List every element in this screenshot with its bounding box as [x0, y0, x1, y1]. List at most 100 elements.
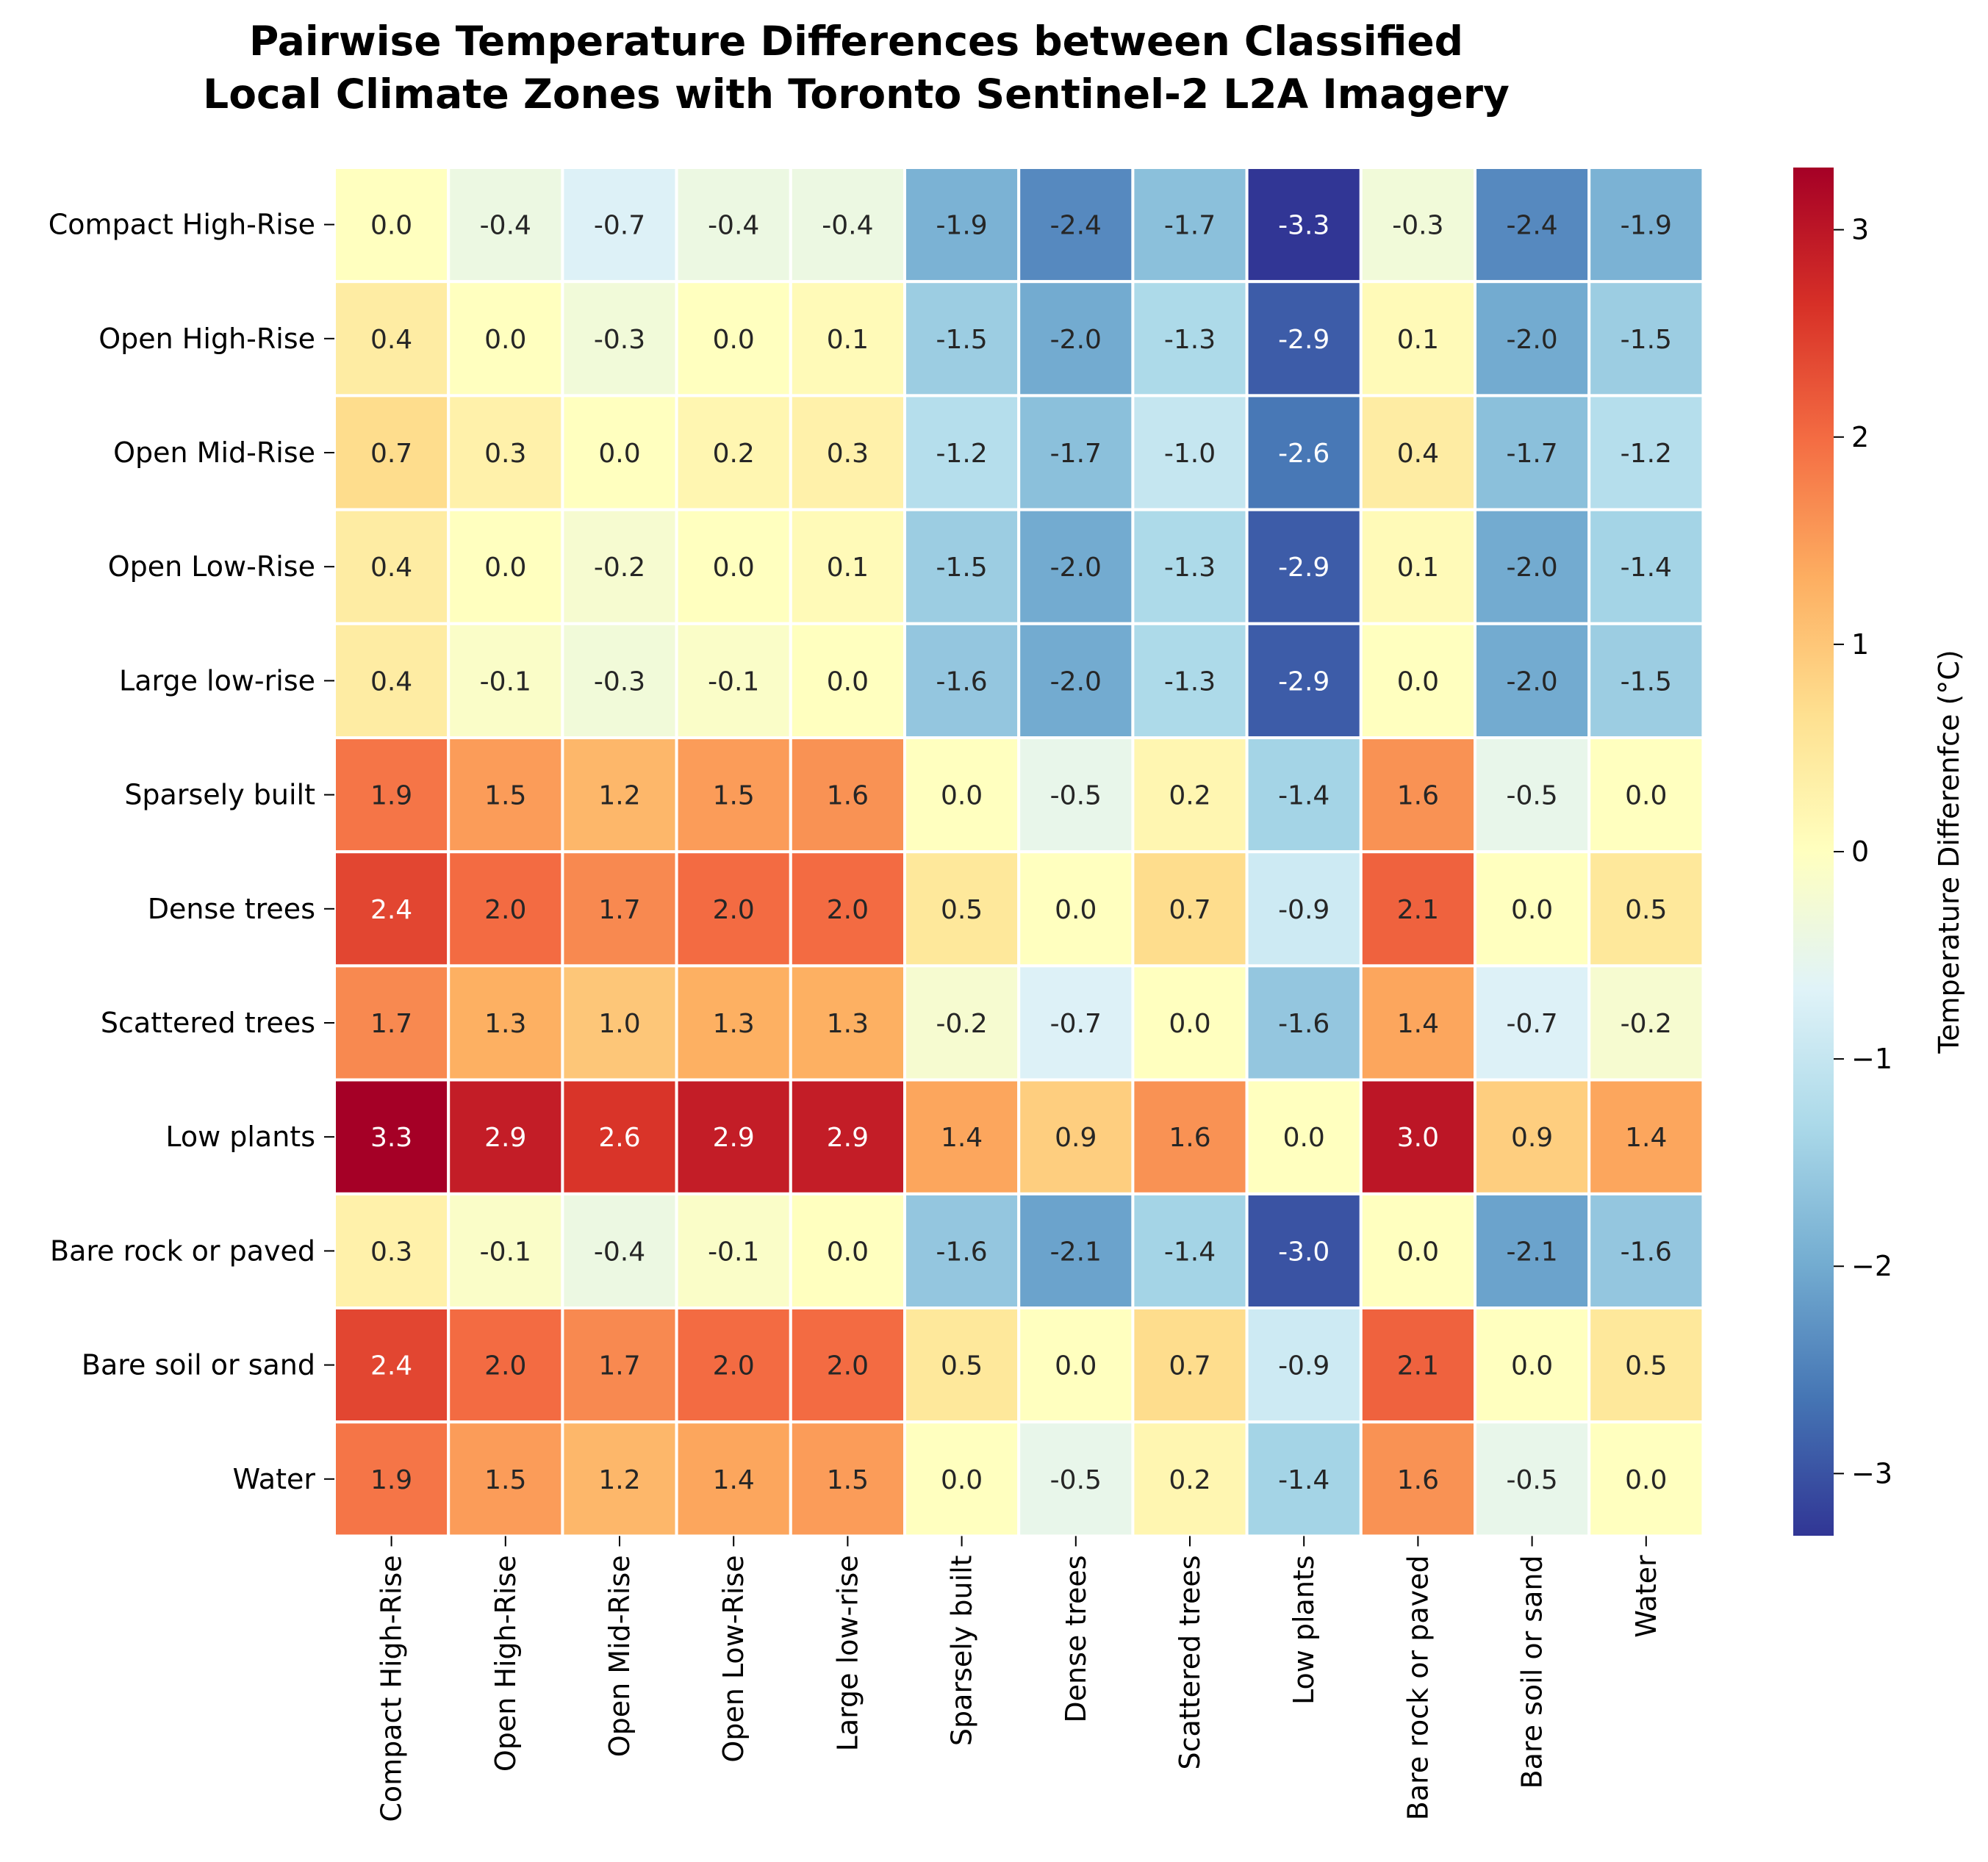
heatmap-cell-r10-c5 — [903, 1306, 1021, 1424]
cell-value-label-r0-c6: -2.4 — [1050, 211, 1102, 241]
heatmap-cell-r8-c1 — [447, 1078, 564, 1196]
heatmap-cell-r10-c1 — [447, 1306, 564, 1424]
cell-value-label-r9-c0: 0.3 — [370, 1237, 412, 1267]
cell-value-label-r11-c9: 1.6 — [1397, 1465, 1439, 1495]
cell-value-label-r0-c7: -1.7 — [1164, 211, 1216, 241]
cell-value-label-r8-c3: 2.9 — [713, 1123, 755, 1153]
cell-value-label-r9-c2: -0.4 — [594, 1237, 645, 1267]
cell-value-label-r0-c4: -0.4 — [822, 211, 873, 241]
column-label-bare-rock-or-paved: Bare rock or paved — [1402, 1555, 1434, 1820]
cell-value-label-r1-c9: 0.1 — [1397, 325, 1439, 355]
cell-value-label-r6-c10: 0.0 — [1511, 895, 1553, 925]
cell-value-label-r3-c8: -2.9 — [1278, 553, 1329, 583]
heatmap-cell-r1-c9 — [1359, 280, 1477, 398]
cell-value-label-r5-c11: 0.0 — [1625, 781, 1667, 811]
cell-value-label-r9-c10: -2.1 — [1506, 1237, 1557, 1267]
colorbar-label: Temperature Differenfce (°C) — [1933, 650, 1965, 1054]
column-label-open-high-rise: Open High-Rise — [489, 1555, 522, 1772]
cell-value-label-r10-c4: 2.0 — [827, 1351, 869, 1381]
cell-value-label-r4-c0: 0.4 — [370, 666, 412, 697]
cell-value-label-r10-c7: 0.7 — [1169, 1351, 1210, 1381]
cell-value-label-r1-c5: -1.5 — [936, 325, 987, 355]
heatmap-cell-r7-c0 — [333, 964, 451, 1082]
heatmap-cell-r1-c4 — [789, 280, 907, 398]
row-label-bare-rock-or-paved: Bare rock or paved — [50, 1234, 315, 1267]
cell-value-label-r7-c9: 1.4 — [1397, 1009, 1439, 1039]
row-label-scattered-trees: Scattered trees — [101, 1007, 315, 1039]
heatmap-cell-r5-c6 — [1017, 736, 1135, 854]
cell-value-label-r5-c0: 1.9 — [370, 781, 412, 811]
heatmap-cell-r7-c2 — [561, 964, 678, 1082]
heatmap-cell-r0-c5 — [903, 166, 1021, 284]
cell-value-label-r3-c9: 0.1 — [1397, 553, 1439, 583]
colorbar: 3 2 1 0 −1 −2 −3 Temperature Differenfce (°C) — [1793, 168, 1965, 1536]
cell-value-label-r11-c0: 1.9 — [370, 1465, 412, 1495]
cell-value-label-r7-c6: -0.7 — [1050, 1009, 1102, 1039]
heatmap-cell-r1-c8 — [1245, 280, 1363, 398]
cell-value-label-r4-c9: 0.0 — [1397, 666, 1439, 697]
row-label-low-plants: Low plants — [165, 1121, 315, 1153]
heatmap-cell-r1-c10 — [1474, 280, 1591, 398]
cell-value-label-r0-c1: -0.4 — [480, 211, 531, 241]
cell-value-label-r6-c9: 2.1 — [1397, 895, 1439, 925]
heatmap-cell-r5-c5 — [903, 736, 1021, 854]
heatmap-cell-r6-c4 — [789, 850, 907, 968]
cell-value-label-r3-c4: 0.1 — [827, 553, 869, 583]
cell-value-label-r3-c2: -0.2 — [594, 553, 645, 583]
cell-value-label-r5-c3: 1.5 — [713, 781, 755, 811]
column-label-low-plants: Low plants — [1288, 1555, 1320, 1705]
cell-value-label-r2-c7: -1.0 — [1164, 439, 1216, 469]
cell-value-label-r9-c1: -0.1 — [480, 1237, 531, 1267]
heatmap-cell-r9-c3 — [675, 1192, 792, 1310]
cell-value-label-r5-c5: 0.0 — [941, 781, 983, 811]
cell-value-label-r2-c0: 0.7 — [370, 439, 412, 469]
heatmap-cell-r7-c11 — [1587, 964, 1705, 1082]
heatmap-cell-r9-c9 — [1359, 1192, 1477, 1310]
cell-value-label-r2-c3: 0.2 — [713, 439, 755, 469]
heatmap-cell-r8-c8 — [1245, 1078, 1363, 1196]
heatmap-cell-r6-c1 — [447, 850, 564, 968]
cell-value-label-r6-c2: 1.7 — [598, 895, 640, 925]
cell-value-label-r1-c8: -2.9 — [1278, 325, 1329, 355]
heatmap-cell-r10-c0 — [333, 1306, 451, 1424]
cell-value-label-r9-c5: -1.6 — [936, 1237, 987, 1267]
cell-value-label-r7-c4: 1.3 — [827, 1009, 869, 1039]
cell-value-label-r2-c9: 0.4 — [1397, 439, 1439, 469]
cell-value-label-r5-c4: 1.6 — [827, 781, 869, 811]
cell-value-label-r5-c8: -1.4 — [1278, 781, 1329, 811]
cell-value-label-r1-c11: -1.5 — [1621, 325, 1672, 355]
row-label-water: Water — [233, 1463, 316, 1495]
cell-value-label-r3-c0: 0.4 — [370, 553, 412, 583]
cell-value-label-r0-c8: -3.3 — [1278, 211, 1329, 241]
cell-value-label-r4-c6: -2.0 — [1050, 666, 1102, 697]
heatmap-cell-r5-c0 — [333, 736, 451, 854]
cell-value-label-r9-c7: -1.4 — [1164, 1237, 1216, 1267]
cell-value-label-r0-c9: -0.3 — [1392, 211, 1443, 241]
cell-value-label-r5-c2: 1.2 — [598, 781, 640, 811]
cell-value-label-r11-c2: 1.2 — [598, 1465, 640, 1495]
row-label-bare-soil-or-sand: Bare soil or sand — [82, 1349, 315, 1381]
column-label-compact-high-rise: Compact High-Rise — [376, 1555, 408, 1822]
heatmap-cell-r9-c7 — [1131, 1192, 1249, 1310]
cell-value-label-r2-c10: -1.7 — [1506, 439, 1557, 469]
colorbar-ticks: 3 2 1 0 −1 −2 −3 — [1834, 214, 1892, 1489]
heatmap-cell-r9-c6 — [1017, 1192, 1135, 1310]
cell-value-label-r3-c5: -1.5 — [936, 553, 987, 583]
cell-value-label-r4-c2: -0.3 — [594, 666, 645, 697]
heatmap-cell-r2-c2 — [561, 394, 678, 511]
heatmap-cell-r8-c5 — [903, 1078, 1021, 1196]
cell-value-label-r3-c7: -1.3 — [1164, 553, 1216, 583]
cell-value-label-r11-c10: -0.5 — [1506, 1465, 1557, 1495]
cell-value-label-r0-c5: -1.9 — [936, 211, 987, 241]
colorbar-tick-label-1: 2 — [1851, 421, 1869, 453]
heatmap-cell-r6-c9 — [1359, 850, 1477, 968]
cell-value-label-r6-c1: 2.0 — [484, 895, 526, 925]
cell-value-label-r8-c7: 1.6 — [1169, 1123, 1210, 1153]
cell-value-label-r6-c11: 0.5 — [1625, 895, 1667, 925]
chart-title-line-1: Pairwise Temperature Differences between… — [249, 18, 1463, 65]
cell-value-label-r11-c1: 1.5 — [484, 1465, 526, 1495]
cell-value-label-r6-c0: 2.4 — [370, 895, 412, 925]
heatmap-cell-r3-c11 — [1587, 508, 1705, 625]
heatmap-cell-r4-c1 — [447, 622, 564, 739]
